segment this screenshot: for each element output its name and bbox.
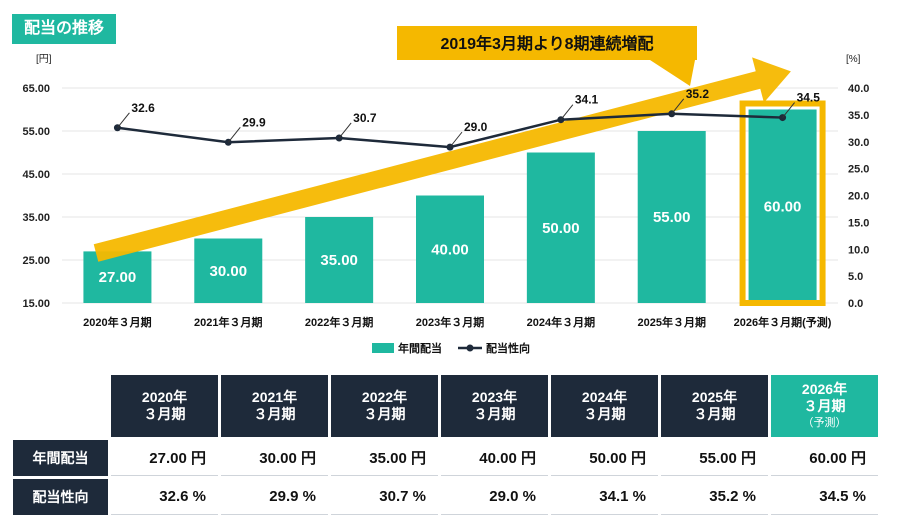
legend-line-label: 配当性向	[486, 341, 530, 355]
category-label: 2020年３月期	[83, 315, 151, 329]
dividend-chart: [円] [%] 15.00 25.00 35.00 45.00 55.00 65.00 0.0 5…	[22, 26, 869, 355]
right-axis-tick: 15.0	[848, 217, 869, 229]
payout-label: 29.0	[464, 120, 488, 134]
callout-banner-text: 2019年3月期より8期連続増配	[440, 34, 653, 53]
payout-leader-line	[671, 98, 685, 115]
category-label: 2026年３月期(予測)	[734, 315, 832, 329]
table-header-2020: 2020年 ３月期	[111, 375, 218, 437]
page-title: 配当の推移	[12, 14, 117, 44]
right-axis-tick: 0.0	[848, 298, 863, 310]
table-cell: 55.00 円	[661, 440, 768, 476]
payout-label: 34.5	[797, 91, 821, 105]
table-header-2024: 2024年 ３月期	[551, 375, 658, 437]
callout-banner	[397, 26, 697, 86]
bar	[194, 238, 263, 303]
payout-leader-line	[782, 102, 795, 118]
table-header-2026-forecast: 2026年 ３月期 （予測）	[771, 375, 878, 437]
bar	[526, 152, 595, 303]
left-axis-tick: 45.00	[22, 169, 50, 181]
table-header-2021: 2021年 ３月期	[221, 375, 328, 437]
payout-leader-line	[338, 122, 352, 139]
bar	[416, 195, 484, 303]
table-cell: 60.00 円	[771, 440, 878, 476]
category-label: 2024年３月期	[527, 315, 595, 329]
payout-label: 30.7	[353, 111, 377, 125]
bar-value-label: 30.00	[210, 263, 248, 280]
right-axis-tick: 5.0	[848, 271, 863, 283]
payout-leader-line	[227, 126, 241, 143]
legend-bar-label: 年間配当	[398, 341, 442, 355]
payout-label: 34.1	[575, 93, 599, 107]
right-axis-unit: [%]	[846, 54, 861, 65]
right-axis-tick: 30.0	[848, 137, 869, 149]
bar	[637, 131, 706, 303]
right-axis-tick: 40.0	[848, 83, 869, 95]
category-label: 2022年３月期	[305, 315, 373, 329]
right-axis-tick: 20.0	[848, 191, 869, 203]
bar-value-label: 35.00	[320, 252, 358, 269]
table-cell: 35.00 円	[331, 440, 438, 476]
table-header-2022: 2022年 ３月期	[331, 375, 438, 437]
forecast-highlight-frame	[739, 100, 826, 306]
table-row-dividend: 年間配当 27.00 円 30.00 円 35.00 円 40.00 円 50.…	[13, 440, 878, 476]
left-axis-tick: 25.00	[22, 255, 50, 267]
table-cell: 29.9 %	[221, 479, 328, 515]
table-cell: 34.1 %	[551, 479, 658, 515]
left-axis-tick: 55.00	[22, 126, 50, 138]
left-axis-unit: [円]	[36, 54, 52, 65]
bar	[305, 217, 374, 303]
table-cell: 50.00 円	[551, 440, 658, 476]
table-row-payout: 配当性向 32.6 % 29.9 % 30.7 % 29.0 % 34.1 % …	[13, 479, 878, 515]
bar-value-label: 60.00	[764, 198, 802, 215]
table-cell: 27.00 円	[111, 440, 218, 476]
bar-value-label: 50.00	[542, 220, 580, 237]
category-label: 2023年３月期	[416, 315, 484, 329]
legend-line-marker	[466, 344, 474, 352]
left-axis-tick: 15.00	[22, 298, 50, 310]
table-header-2025: 2025年 ３月期	[661, 375, 768, 437]
bar-value-label: 27.00	[99, 269, 137, 286]
left-axis-tick: 35.00	[22, 212, 50, 224]
left-axis-tick: 65.00	[22, 83, 50, 95]
table-cell: 32.6 %	[111, 479, 218, 515]
table-cell: 30.7 %	[331, 479, 438, 515]
right-axis-tick: 25.0	[848, 164, 869, 176]
payout-leader-line	[560, 104, 574, 121]
dividend-table: 2020年 ３月期 2021年 ３月期 2022年 ３月期 2023年 ３月期 2024…	[10, 372, 881, 518]
payout-leader-line	[117, 112, 130, 129]
right-axis-tick: 35.0	[848, 110, 869, 122]
category-label: 2025年３月期	[637, 315, 705, 329]
payout-label: 35.2	[686, 87, 710, 101]
table-header-2023: 2023年 ３月期	[441, 375, 548, 437]
category-label: 2021年３月期	[194, 315, 262, 329]
table-header-row: 2020年 ３月期 2021年 ３月期 2022年 ３月期 2023年 ３月期 2024…	[13, 375, 878, 437]
bar-value-label: 55.00	[653, 209, 691, 226]
table-cell: 40.00 円	[441, 440, 548, 476]
bar-value-label: 40.00	[431, 241, 469, 258]
bar	[748, 109, 817, 303]
payout-label: 32.6	[131, 101, 155, 115]
table-cell: 35.2 %	[661, 479, 768, 515]
payout-label: 29.9	[242, 115, 266, 129]
table-cell: 29.0 %	[441, 479, 548, 515]
table-corner	[13, 375, 108, 437]
growth-arrow-icon	[93, 57, 791, 262]
bar	[83, 251, 152, 303]
payout-leader-line	[449, 131, 463, 148]
row-label-payout: 配当性向	[13, 479, 108, 515]
table-cell: 30.00 円	[221, 440, 328, 476]
legend-bar-swatch	[372, 343, 394, 353]
right-axis-tick: 10.0	[848, 244, 869, 256]
table-cell: 34.5 %	[771, 479, 878, 515]
row-label-dividend: 年間配当	[13, 440, 108, 476]
